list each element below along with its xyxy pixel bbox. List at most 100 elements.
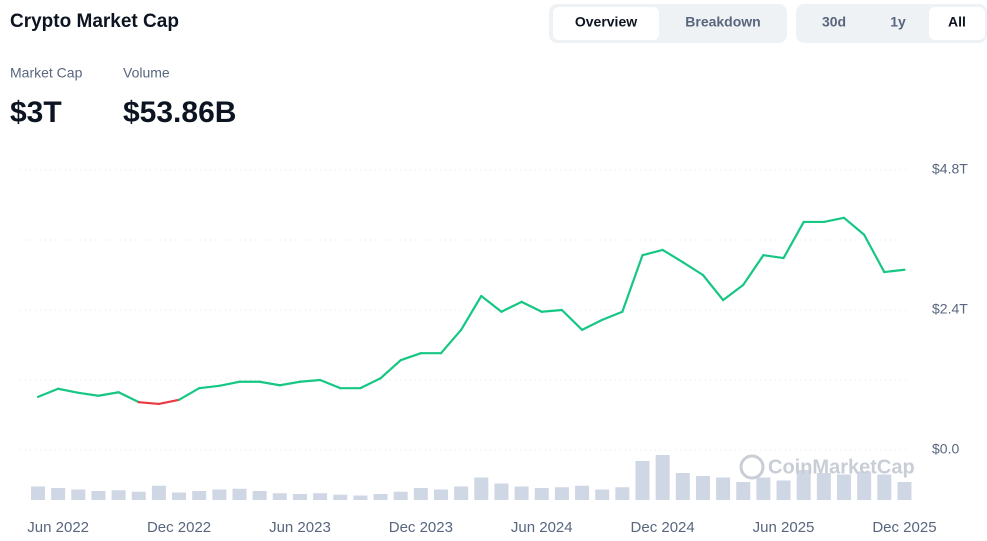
- line-segment: [439, 328, 463, 355]
- line-segment: [97, 391, 120, 397]
- stat-label: Market Cap: [10, 65, 83, 81]
- volume-bar: [373, 494, 388, 500]
- line-segment: [117, 391, 140, 404]
- line-segment: [480, 294, 503, 313]
- volume-bar: [837, 474, 851, 500]
- volume-bar: [655, 455, 670, 500]
- tab[interactable]: Overview: [575, 14, 637, 30]
- volume-bar: [716, 477, 731, 500]
- volume-bar: [353, 495, 368, 500]
- range-active: [929, 7, 985, 40]
- tab[interactable]: Breakdown: [685, 14, 760, 30]
- line-segment: [298, 378, 322, 383]
- volume-bar: [857, 471, 872, 500]
- x-tick-label: Dec 2025: [872, 519, 936, 536]
- range[interactable]: 1y: [890, 14, 906, 30]
- tab-active: [553, 7, 659, 40]
- x-tick-label: Dec 2024: [631, 519, 695, 536]
- line-segment: [822, 216, 846, 224]
- x-tick-label: Jun 2025: [753, 519, 815, 536]
- volume-bar: [172, 492, 187, 500]
- line-segment: [560, 308, 584, 331]
- volume-bar: [131, 491, 146, 500]
- line-segment: [137, 401, 160, 406]
- volume-bar: [111, 490, 126, 500]
- volume-bar: [31, 486, 45, 500]
- volume-bar: [575, 485, 590, 500]
- line-segment: [641, 248, 664, 257]
- volume-bar: [474, 477, 489, 500]
- volume-bar: [272, 493, 287, 500]
- line-segment: [278, 380, 302, 387]
- x-tick-label: Jun 2023: [269, 519, 331, 536]
- volume-bar: [756, 477, 771, 500]
- line-segment: [460, 294, 483, 331]
- line-segment: [157, 398, 181, 406]
- line-segment: [198, 384, 221, 390]
- stat-value: $53.86B: [123, 96, 236, 129]
- line-segment: [520, 300, 543, 313]
- volume-bar: [91, 491, 106, 500]
- volume-bar: [313, 493, 328, 500]
- line-segment: [661, 248, 684, 264]
- watermark-logo: [739, 454, 765, 480]
- line-segment: [621, 254, 644, 313]
- line-segment: [681, 261, 705, 277]
- line-segment: [77, 391, 100, 397]
- stat-label: Volume: [123, 65, 170, 81]
- x-tick-label: Dec 2022: [147, 519, 211, 536]
- title: Crypto Market Cap: [10, 11, 179, 32]
- range[interactable]: 30d: [822, 14, 846, 30]
- watermark: CoinMarketCap: [768, 456, 915, 478]
- volume-bar: [212, 489, 227, 500]
- volume-bar: [897, 482, 912, 500]
- x-tick-label: Jun 2022: [27, 519, 89, 536]
- x-tick-label: Dec 2023: [389, 519, 453, 536]
- volume-bar: [635, 461, 650, 500]
- y-tick-label: $0.0: [932, 441, 959, 457]
- line-segment: [782, 220, 805, 260]
- line-segment: [601, 310, 624, 322]
- volume-bar: [232, 488, 247, 500]
- volume-bar: [393, 491, 408, 500]
- volume-bar: [151, 485, 166, 500]
- volume-bar: [192, 491, 207, 500]
- volume-bar: [494, 483, 509, 500]
- volume-bar: [595, 489, 610, 500]
- volume-bar: [514, 486, 529, 500]
- volume-bar: [71, 489, 86, 500]
- stat-value: $3T: [10, 96, 62, 129]
- volume-bar: [796, 470, 811, 500]
- line-segment: [379, 359, 402, 380]
- line-segment: [540, 308, 564, 313]
- volume-bar: [776, 480, 791, 500]
- y-tick-label: $2.4T: [932, 301, 968, 317]
- volume-bar: [816, 473, 831, 500]
- line-segment: [842, 216, 866, 236]
- volume-bar: [413, 488, 428, 500]
- volume-bar: [534, 488, 549, 500]
- volume-bar: [252, 491, 267, 500]
- line-segment: [701, 273, 725, 302]
- line-segment: [319, 378, 342, 390]
- volume-bar: [877, 474, 892, 500]
- line-segment: [218, 380, 241, 387]
- volume-bar: [736, 482, 751, 500]
- volume-bar: [333, 494, 348, 500]
- line-segment: [177, 387, 201, 401]
- line-segment: [721, 283, 745, 302]
- volume-bar: [434, 489, 448, 500]
- line-segment: [580, 318, 604, 331]
- range[interactable]: All: [948, 14, 966, 30]
- line-segment: [500, 300, 523, 313]
- line-segment: [762, 254, 785, 260]
- volume-bar: [695, 476, 710, 500]
- volume-bar: [675, 473, 690, 500]
- volume-bar: [292, 494, 307, 500]
- line-segment: [863, 233, 886, 274]
- volume-bar: [615, 487, 630, 500]
- volume-bar: [454, 486, 469, 500]
- volume-bar: [554, 487, 569, 500]
- line-segment: [36, 387, 60, 399]
